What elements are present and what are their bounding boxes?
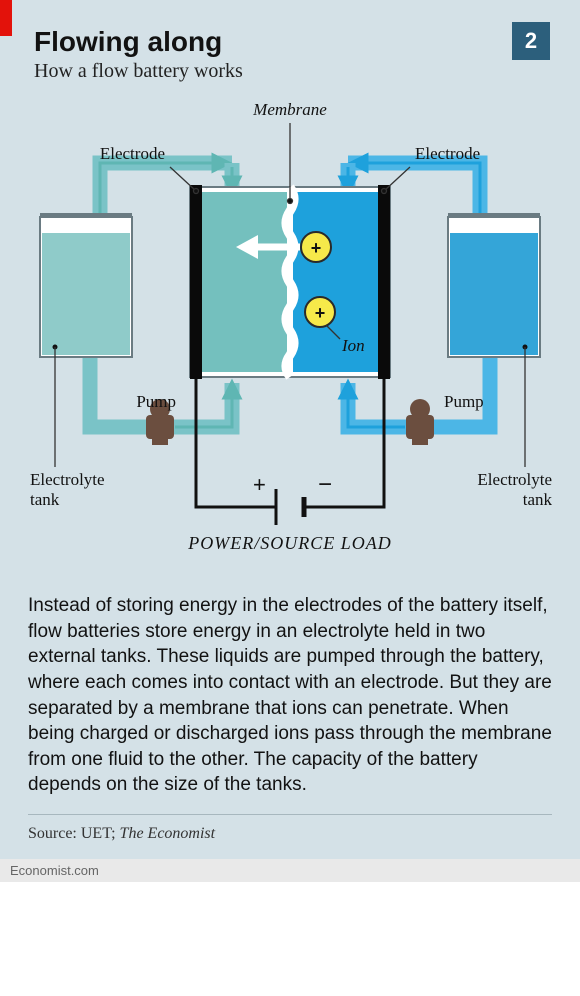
label-power: POWER/SOURCE LOAD [187,533,391,553]
label-minus: − [318,471,332,498]
label-tank-right-1: Electrolyte [477,470,552,489]
label-electrode-right: Electrode [415,144,480,163]
electrode-right [378,185,390,379]
svg-text:+: + [311,238,322,258]
pump-right [406,399,434,445]
figure-number-badge: 2 [512,22,550,60]
header: Flowing along How a flow battery works [0,0,580,87]
label-ion: Ion [341,336,365,355]
ion-lower: + [305,297,335,327]
source-line: Source: UET; The Economist [28,814,552,859]
label-pump-left: Pump [136,392,176,411]
label-plus: + [253,472,266,497]
ion-upper: + [301,232,331,262]
infographic-card: 2 Flowing along How a flow battery works [0,0,580,859]
flow-battery-diagram: + + [0,87,580,587]
electrode-left [190,185,202,379]
circuit-wires [196,379,384,525]
source-prefix: Source: UET; [28,825,120,842]
svg-text:+: + [315,303,326,323]
label-tank-right-2: tank [523,490,553,509]
label-tank-left-1: Electrolyte [30,470,105,489]
source-publication: The Economist [120,825,216,842]
title: Flowing along [34,26,546,58]
label-membrane: Membrane [252,100,327,119]
red-accent-tab [0,0,12,36]
label-pump-right: Pump [444,392,484,411]
footer-credit: Economist.com [0,859,580,882]
description-text: Instead of storing energy in the electro… [0,587,580,814]
label-tank-left-2: tank [30,490,60,509]
label-electrode-left: Electrode [100,144,165,163]
subtitle: How a flow battery works [34,60,546,83]
